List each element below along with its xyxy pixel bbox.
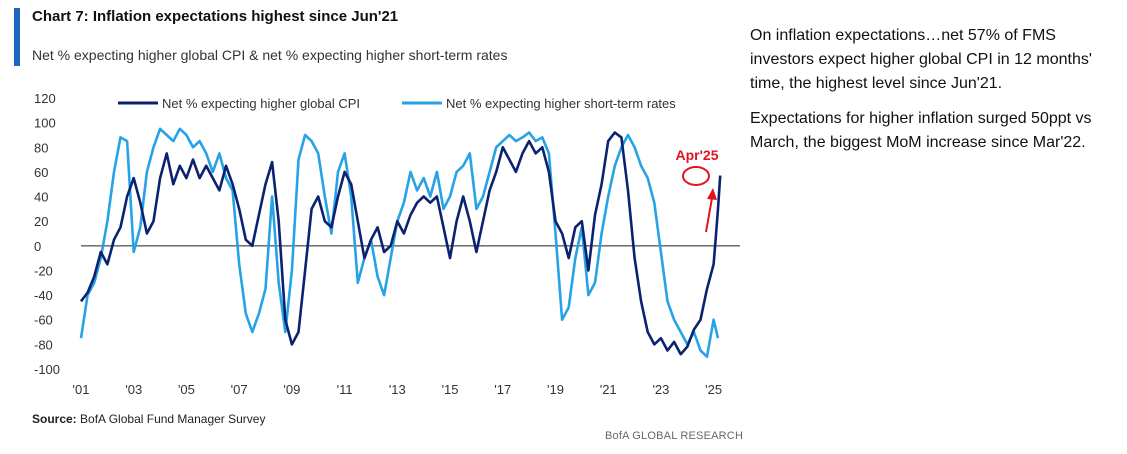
y-tick-label: 120 xyxy=(34,91,56,106)
y-tick-label: -80 xyxy=(34,337,53,352)
x-tick-label: '09 xyxy=(283,382,300,397)
source-label: Source: xyxy=(32,412,77,426)
y-tick-labels: 120 100 80 60 40 20 0 -20 -40 -60 -80 -100 xyxy=(34,91,60,377)
y-tick-label: 60 xyxy=(34,165,48,180)
x-tick-label: '19 xyxy=(547,382,564,397)
x-tick-label: '01 xyxy=(73,382,90,397)
x-tick-label: '25 xyxy=(705,382,722,397)
annotation-arrow-head xyxy=(707,188,717,200)
y-tick-label: 20 xyxy=(34,214,48,229)
annotation-circle xyxy=(682,166,710,186)
y-tick-label: -40 xyxy=(34,288,53,303)
x-tick-labels: '01 '03 '05 '07 '09 '11 '13 '15 '17 '19 '21 '23 '25 xyxy=(73,382,723,397)
y-tick-label: -100 xyxy=(34,362,60,377)
source-note: Source: BofA Global Fund Manager Survey xyxy=(32,412,265,426)
x-tick-label: '17 xyxy=(494,382,511,397)
rates-series-line xyxy=(79,127,720,359)
commentary-paragraph-1: On inflation expectations…net 57% of FMS… xyxy=(750,27,1092,92)
y-tick-label: 80 xyxy=(34,140,48,155)
cpi-series-line xyxy=(79,131,722,356)
commentary-paragraph-2: Expectations for higher inflation surged… xyxy=(750,110,1092,151)
y-tick-label: -20 xyxy=(34,263,53,278)
x-tick-label: '05 xyxy=(178,382,195,397)
brand-label: BofA GLOBAL RESEARCH xyxy=(605,430,744,442)
y-tick-label: -60 xyxy=(34,313,53,328)
y-tick-label: 0 xyxy=(34,239,41,254)
x-tick-label: '21 xyxy=(600,382,617,397)
title-accent-bar xyxy=(14,8,20,66)
y-tick-label: 100 xyxy=(34,116,56,131)
source-text: BofA Global Fund Manager Survey xyxy=(80,412,266,426)
legend-rates-label: Net % expecting higher short-term rates xyxy=(446,96,676,111)
x-tick-label: '03 xyxy=(125,382,142,397)
x-tick-label: '13 xyxy=(389,382,406,397)
annotation-label: Apr'25 xyxy=(675,147,718,163)
y-tick-label: 40 xyxy=(34,190,48,205)
apr25-annotation: Apr'25 xyxy=(675,147,719,233)
commentary-panel: On inflation expectations…net 57% of FMS… xyxy=(750,24,1110,166)
x-tick-label: '15 xyxy=(442,382,459,397)
chart-title: Chart 7: Inflation expectations highest … xyxy=(32,8,399,25)
legend: Net % expecting higher global CPI Net % … xyxy=(118,96,676,111)
x-tick-label: '11 xyxy=(337,382,353,397)
annotation-arrow-shaft xyxy=(705,197,713,233)
x-tick-label: '23 xyxy=(652,382,669,397)
legend-cpi-label: Net % expecting higher global CPI xyxy=(162,96,360,111)
series-lines xyxy=(79,127,722,359)
chart-subtitle: Net % expecting higher global CPI & net … xyxy=(32,47,508,63)
x-tick-label: '07 xyxy=(231,382,248,397)
